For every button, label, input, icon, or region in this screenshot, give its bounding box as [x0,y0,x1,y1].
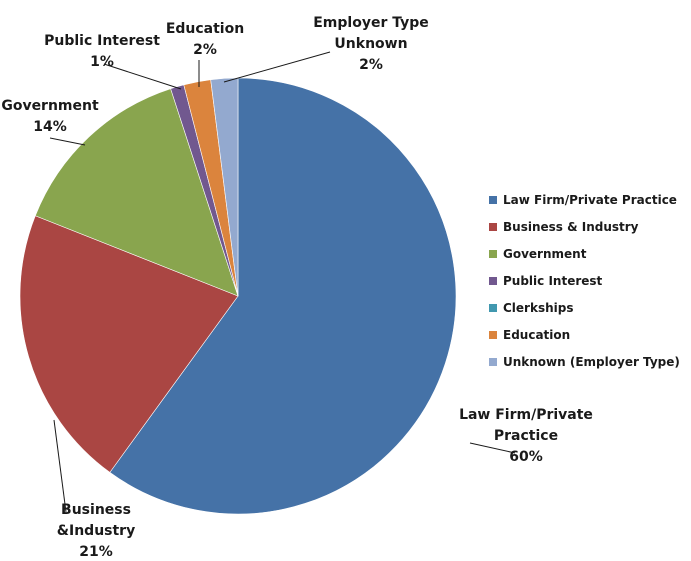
legend-label: Law Firm/Private Practice [503,193,677,207]
pie-slices [19,77,457,515]
data-label-government: Government 14% [1,98,99,135]
legend-swatch [489,331,497,339]
legend-item-business-industry: Business & Industry [489,220,639,234]
data-label-education: Education 2% [166,21,244,58]
legend-swatch [489,358,497,366]
leader-line-business-industry [53,419,67,513]
legend-label: Education [503,328,570,342]
data-labels: Law Firm/Private Practice 60% Business &Indu… [1,15,593,560]
legend-item-education: Education [489,328,570,342]
legend-swatch [489,250,497,258]
legend-item-law-firm-private-practice: Law Firm/Private Practice [489,193,677,207]
legend-swatch [489,196,497,204]
pie-slice-business-industry [19,215,239,473]
data-label-business-industry: Business &Industry 21% [57,502,135,560]
legend-swatch [489,304,497,312]
data-label-unknown-employer-type: Employer Type Unknown 2% [313,15,429,73]
legend-swatch [489,277,497,285]
legend-item-public-interest: Public Interest [489,274,603,288]
pie-slice-law-firm-private-practice [109,77,457,515]
legend-item-government: Government [489,247,587,261]
data-label-law-firm-private-practice: Law Firm/Private Practice 60% [459,407,593,465]
legend-swatch [489,223,497,231]
legend: Law Firm/Private Practice Business & Indu… [489,193,680,369]
legend-label: Government [503,247,587,261]
legend-label: Business & Industry [503,220,639,234]
leader-line-government [49,137,86,146]
legend-label: Public Interest [503,274,603,288]
leader-line-public-interest [103,63,182,90]
leader-lines [49,51,516,513]
leader-line-law-firm-private-practice [469,442,516,454]
legend-item-unknown-employer-type: Unknown (Employer Type) [489,355,680,369]
data-label-public-interest: Public Interest 1% [44,33,160,70]
legend-item-clerkships: Clerkships [489,301,574,315]
legend-label: Unknown (Employer Type) [503,355,680,369]
leader-line-unknown-employer-type [223,51,331,83]
legend-label: Clerkships [503,301,574,315]
